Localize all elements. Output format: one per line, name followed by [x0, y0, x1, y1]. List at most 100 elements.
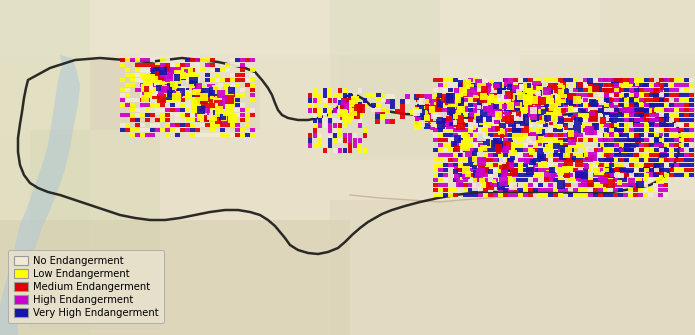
Bar [558, 142, 563, 147]
Bar [564, 151, 570, 158]
Bar [468, 97, 473, 102]
Bar [195, 67, 199, 72]
Bar [155, 75, 162, 82]
Bar [644, 103, 648, 107]
Bar [210, 63, 215, 67]
Bar [433, 112, 441, 121]
Bar [167, 90, 175, 97]
Bar [322, 88, 327, 93]
Bar [614, 152, 619, 157]
Bar [539, 97, 546, 104]
Bar [628, 92, 632, 97]
Bar [548, 128, 553, 132]
Bar [609, 168, 614, 172]
Bar [598, 118, 603, 122]
Bar [578, 92, 582, 97]
Bar [225, 133, 230, 137]
Bar [538, 157, 543, 162]
Bar [514, 117, 521, 124]
Bar [654, 92, 659, 97]
Bar [604, 152, 609, 157]
Bar [607, 170, 616, 178]
Bar [508, 178, 513, 182]
Bar [614, 92, 619, 97]
Bar [180, 113, 185, 117]
Bar [152, 90, 161, 99]
Bar [190, 133, 195, 137]
Bar [578, 142, 582, 147]
Bar [518, 147, 523, 152]
Bar [558, 128, 563, 132]
Bar [185, 128, 190, 132]
Bar [224, 86, 229, 90]
Bar [189, 91, 195, 97]
Bar [523, 142, 528, 147]
Bar [574, 148, 578, 152]
Bar [616, 180, 621, 185]
Bar [375, 114, 379, 119]
Bar [250, 67, 254, 72]
Bar [318, 123, 322, 128]
Bar [653, 97, 657, 102]
Bar [345, 111, 352, 118]
Bar [363, 128, 367, 133]
Bar [613, 168, 618, 172]
Bar [181, 80, 190, 88]
Bar [659, 157, 664, 162]
Bar [418, 123, 423, 127]
Bar [433, 173, 438, 177]
Bar [493, 83, 498, 88]
Bar [507, 143, 515, 150]
Bar [679, 128, 684, 132]
Bar [165, 87, 170, 92]
Bar [478, 137, 483, 142]
Bar [170, 123, 174, 127]
Bar [463, 183, 468, 187]
Bar [679, 92, 684, 97]
Bar [593, 133, 598, 137]
Bar [623, 157, 628, 162]
Bar [603, 133, 607, 137]
Bar [429, 106, 435, 113]
Bar [150, 67, 155, 72]
Bar [219, 102, 225, 109]
Bar [145, 81, 152, 88]
Bar [498, 128, 502, 132]
Bar [511, 110, 518, 118]
Bar [150, 123, 155, 127]
Bar [609, 162, 614, 167]
Bar [604, 157, 609, 162]
Bar [609, 147, 614, 152]
Bar [544, 115, 550, 121]
Bar [430, 105, 434, 110]
Bar [518, 118, 523, 122]
Bar [679, 168, 684, 172]
Bar [349, 98, 357, 106]
Bar [593, 113, 598, 117]
Bar [643, 108, 648, 112]
Bar [618, 162, 623, 167]
Bar [447, 99, 453, 105]
Bar [197, 106, 205, 114]
Bar [235, 72, 240, 77]
Bar [527, 83, 531, 88]
Bar [513, 142, 518, 147]
Bar [613, 147, 618, 152]
Bar [476, 116, 484, 123]
Bar [338, 128, 342, 133]
Bar [618, 124, 623, 129]
Bar [589, 111, 595, 117]
Bar [649, 153, 657, 161]
Bar [664, 137, 669, 142]
Bar [664, 162, 669, 167]
Bar [537, 152, 544, 159]
Bar [453, 133, 458, 137]
Bar [674, 133, 679, 137]
Bar [614, 97, 619, 102]
Bar [452, 94, 461, 103]
Bar [628, 103, 632, 107]
Bar [648, 108, 653, 112]
Bar [332, 133, 337, 138]
Bar [436, 103, 441, 108]
Bar [332, 138, 337, 143]
